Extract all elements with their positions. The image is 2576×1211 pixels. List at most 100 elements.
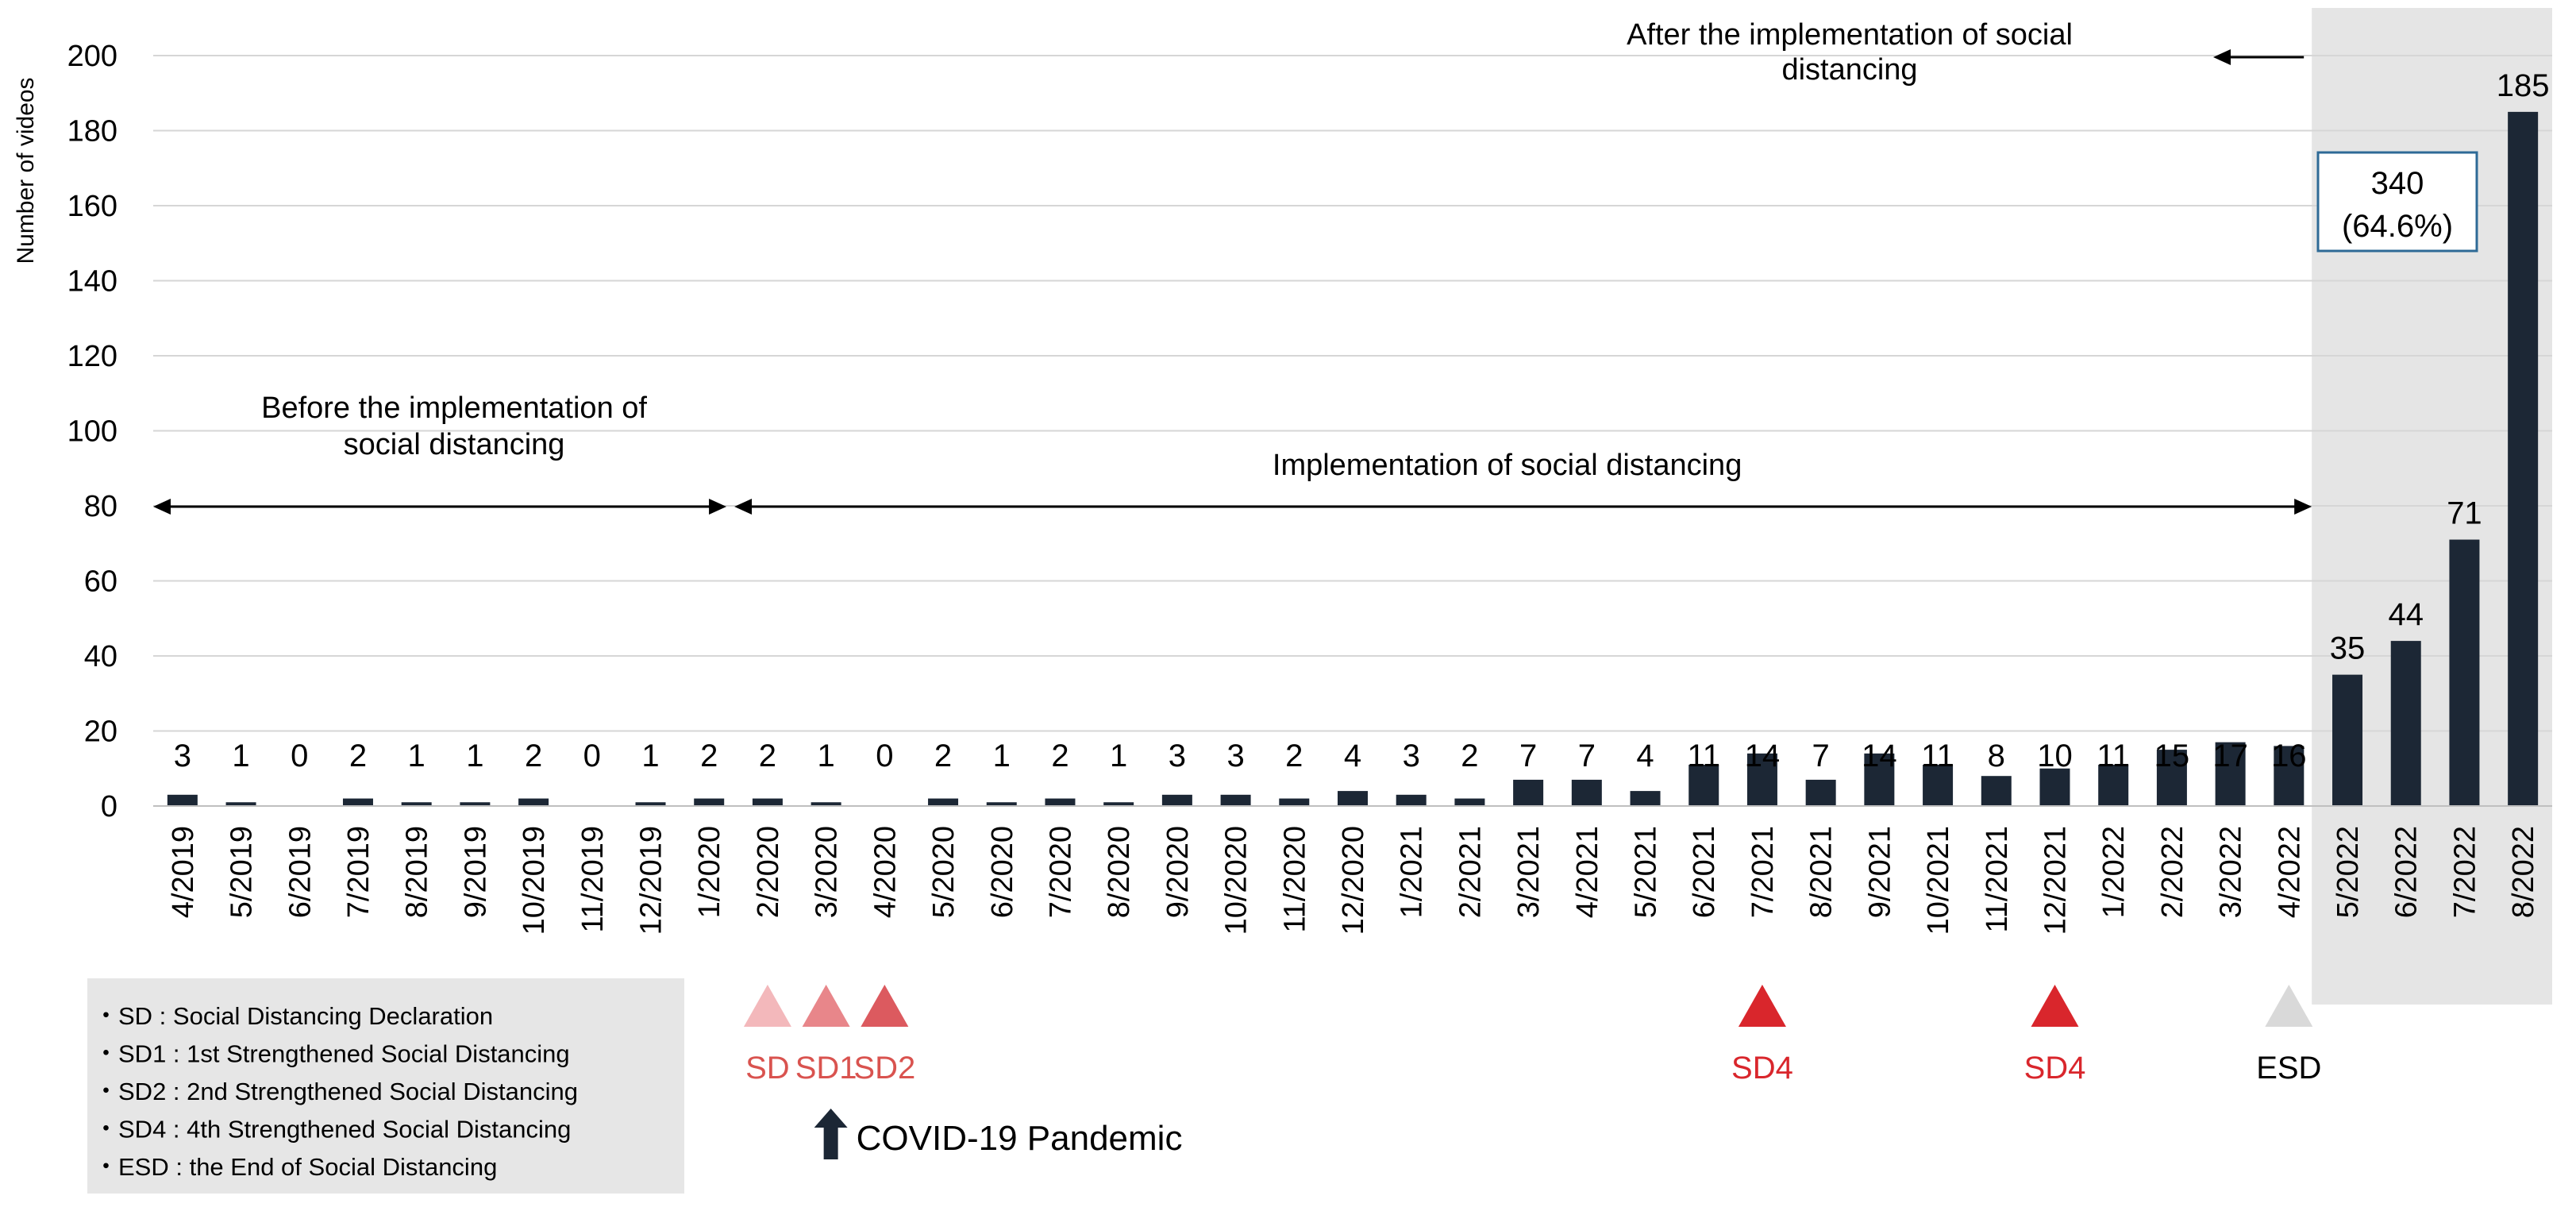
bar-value-label: 3	[1403, 739, 1420, 773]
bar	[1161, 794, 1192, 806]
arrow-head	[709, 499, 727, 515]
x-tick-label: 6/2019	[283, 826, 317, 918]
x-tick-label: 11/2020	[1278, 826, 1311, 933]
bars: 3 1 0 2 1 1 2 0 1 2 2 1 0 2 1 2 1 3 3 2 4 3 2 7 7 4 11 14 7 14 11 8 10 11…	[167, 68, 2550, 806]
bar-value-label: 0	[876, 739, 893, 773]
before-period-label: Before the implementation of	[261, 391, 647, 425]
x-tick-label: 9/2021	[1863, 826, 1896, 918]
bar	[2156, 750, 2187, 806]
bar-value-label: 2	[934, 739, 952, 773]
event-marker-triangle	[2031, 985, 2079, 1027]
bar-value-label: 10	[2037, 739, 2073, 773]
bar	[2508, 111, 2539, 806]
after-period-label: After the implementation of social	[1627, 18, 2073, 52]
y-tick-label: 0	[101, 790, 117, 823]
gridlines	[153, 55, 2552, 732]
x-tick-label: 7/2022	[2448, 826, 2482, 918]
event-marker-triangle	[861, 985, 909, 1027]
x-tick-label: 10/2021	[1922, 826, 1955, 935]
y-axis-label: Number of videos	[13, 77, 39, 264]
bar-value-label: 0	[291, 739, 308, 773]
event-marker-label: SD1	[795, 1051, 857, 1086]
bar	[167, 794, 198, 806]
event-marker-triangle	[802, 985, 850, 1027]
x-tick-label: 2/2021	[1454, 826, 1487, 918]
bar	[752, 798, 783, 806]
bar	[2274, 746, 2305, 806]
x-tick-label: 5/2022	[2331, 826, 2365, 918]
x-tick-label: 6/2021	[1688, 826, 1721, 918]
bar-value-label: 3	[1226, 739, 1244, 773]
x-tick-label: 3/2022	[2215, 826, 2248, 918]
bar	[1746, 753, 1777, 806]
bar	[1513, 779, 1544, 806]
x-tick-label: 11/2019	[576, 826, 610, 933]
summary-percent: (64.6%)	[2342, 209, 2453, 244]
x-tick-label: 12/2021	[2039, 826, 2072, 935]
bar	[518, 798, 549, 806]
x-tick-label: 11/2021	[1981, 826, 2014, 933]
bar-value-label: 3	[1169, 739, 1186, 773]
bar-value-label: 2	[1285, 739, 1303, 773]
arrow-head	[2294, 499, 2312, 515]
x-tick-label: 10/2020	[1220, 826, 1253, 935]
bar-value-label: 11	[1687, 739, 1720, 773]
bar-value-label: 14	[1745, 739, 1781, 773]
event-marker-label: SD	[745, 1051, 790, 1086]
x-tick-label: 5/2021	[1630, 826, 1663, 918]
x-tick-label: 3/2021	[1512, 826, 1546, 918]
bar	[225, 802, 256, 806]
legend-entry: ・SD2 : 2nd Strengthened Social Distancin…	[94, 1078, 578, 1105]
arrow-head	[734, 499, 753, 515]
bar	[1220, 794, 1251, 806]
x-tick-label: 1/2022	[2097, 826, 2131, 918]
y-tick-label: 60	[84, 565, 117, 599]
bar	[2332, 674, 2363, 806]
before-period-label: social distancing	[344, 428, 565, 461]
arrow-head	[2213, 49, 2231, 65]
bar	[1103, 802, 1134, 806]
y-tick-label: 80	[84, 490, 117, 523]
bar	[1045, 798, 1076, 806]
bar-value-label: 1	[641, 739, 659, 773]
bar	[694, 798, 725, 806]
bar-value-label: 7	[1812, 739, 1830, 773]
bar	[1338, 791, 1368, 806]
legend-entry: ・SD1 : 1st Strengthened Social Distancin…	[94, 1040, 570, 1068]
bar	[2215, 742, 2246, 806]
bar	[1279, 798, 1310, 806]
bar-value-label: 2	[700, 739, 718, 773]
y-tick-label: 40	[84, 640, 117, 673]
x-tick-label: 2/2022	[2156, 826, 2189, 918]
bar-value-label: 16	[2271, 739, 2307, 773]
x-tick-label: 4/2020	[868, 826, 902, 918]
covid-pandemic-label: COVID-19 Pandemic	[857, 1119, 1183, 1158]
x-tick-label: 8/2021	[1805, 826, 1839, 918]
bar-value-label: 2	[349, 739, 367, 773]
bar	[1981, 776, 2012, 806]
bar-value-label: 3	[174, 739, 191, 773]
y-tick-label: 200	[67, 40, 117, 73]
y-tick-label: 120	[67, 340, 117, 373]
bar-value-label: 4	[1636, 739, 1654, 773]
bar-value-label: 8	[1988, 739, 2005, 773]
event-marker-triangle	[2265, 985, 2313, 1027]
x-tick-label: 5/2020	[927, 826, 961, 918]
arrow-head	[153, 499, 171, 515]
bar-value-label: 44	[2388, 597, 2424, 632]
bar-value-label: 7	[1519, 739, 1537, 773]
bar-value-label: 2	[759, 739, 776, 773]
bar	[635, 802, 666, 806]
bar-value-label: 1	[408, 739, 425, 773]
y-tick-label: 160	[67, 190, 117, 223]
x-tick-label: 8/2022	[2507, 826, 2540, 918]
bar	[928, 798, 959, 806]
bar	[986, 802, 1017, 806]
y-tick-label: 100	[67, 415, 117, 449]
bar	[1630, 791, 1661, 806]
x-tick-label: 9/2019	[459, 826, 492, 918]
bar	[1396, 794, 1427, 806]
legend-box	[87, 978, 684, 1194]
